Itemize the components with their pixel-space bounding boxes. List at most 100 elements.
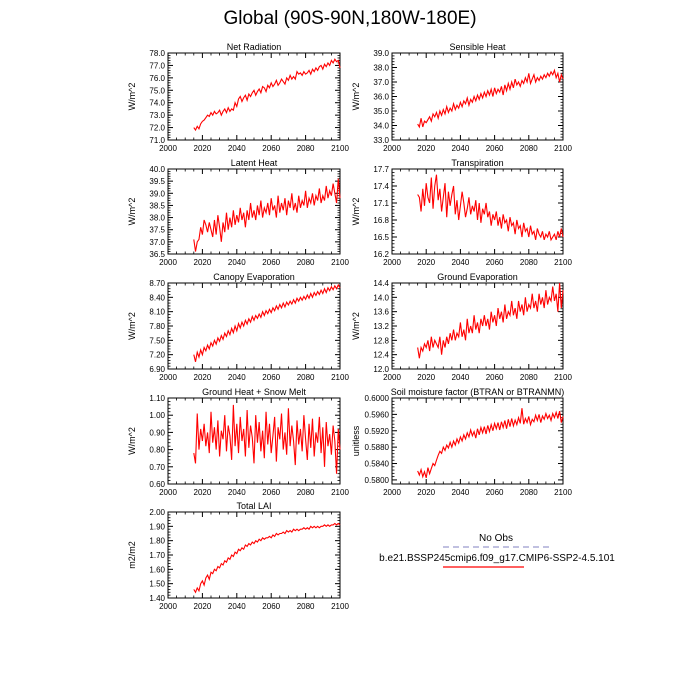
x-tick-label: 2060 bbox=[486, 488, 504, 497]
panel-title: Soil moisture factor (BTRAN or BTRANMN) bbox=[391, 387, 565, 397]
y-tick-label: 1.50 bbox=[149, 580, 165, 589]
y-tick-label: 38.0 bbox=[373, 64, 389, 73]
series-line bbox=[193, 178, 341, 252]
y-tick-label: 13.6 bbox=[373, 308, 389, 317]
y-tick-label: 39.0 bbox=[373, 49, 389, 58]
panel-title: Total LAI bbox=[236, 501, 271, 511]
y-tick-label: 0.5960 bbox=[365, 410, 390, 419]
legend: No Obs b.e21.BSSP245cmip6.f09_g17.CMIP6-S… bbox=[379, 533, 615, 568]
series-line bbox=[417, 68, 564, 129]
y-axis-label: W/m^2 bbox=[127, 198, 137, 226]
y-tick-label: 0.5840 bbox=[365, 460, 390, 469]
panel-title: Canopy Evaporation bbox=[213, 272, 295, 282]
y-tick-label: 0.5880 bbox=[365, 443, 390, 452]
y-tick-label: 16.2 bbox=[373, 250, 389, 259]
x-tick-label: 2020 bbox=[194, 488, 212, 497]
chart-transpiration: Transpiration W/m^2 2000 2020 2040 2060 2080 21… bbox=[351, 158, 572, 267]
y-tick-label: 36.5 bbox=[149, 250, 165, 259]
x-tick-label: 2100 bbox=[554, 488, 572, 497]
x-tick-label: 2060 bbox=[262, 258, 280, 267]
x-tick-label: 2020 bbox=[194, 144, 212, 153]
y-tick-label: 0.70 bbox=[149, 463, 165, 472]
panel-title: Net Radiation bbox=[227, 42, 282, 52]
series-line bbox=[193, 58, 341, 132]
legend-obs-label: No Obs bbox=[479, 533, 513, 544]
y-tick-label: 38.5 bbox=[149, 201, 165, 210]
x-tick-label: 2000 bbox=[159, 258, 177, 267]
panel-title: Transpiration bbox=[451, 158, 503, 168]
y-axis-label: W/m^2 bbox=[351, 83, 361, 111]
y-tick-label: 71.0 bbox=[149, 136, 165, 145]
y-tick-label: 6.90 bbox=[149, 365, 165, 374]
y-tick-label: 73.0 bbox=[149, 111, 165, 120]
x-tick-label: 2000 bbox=[383, 258, 401, 267]
legend-case-label: b.e21.BSSP245cmip6.f09_g17.CMIP6-SSP2-4.… bbox=[379, 553, 615, 564]
y-tick-label: 36.0 bbox=[373, 93, 389, 102]
x-tick-label: 2040 bbox=[228, 602, 246, 611]
chart-ground-evaporation: Ground Evaporation W/m^2 2000 2020 2040 2060 2… bbox=[351, 272, 572, 382]
y-tick-label: 7.20 bbox=[149, 351, 165, 360]
y-tick-label: 16.5 bbox=[373, 233, 389, 242]
y-tick-label: 33.0 bbox=[373, 136, 389, 145]
figure-title: Global (90S-90N,180W-180E) bbox=[223, 8, 477, 29]
y-axis-label: W/m^2 bbox=[351, 198, 361, 226]
y-tick-label: 8.70 bbox=[149, 279, 165, 288]
x-tick-label: 2080 bbox=[520, 373, 538, 382]
y-tick-label: 1.00 bbox=[149, 411, 165, 420]
x-tick-label: 2000 bbox=[383, 373, 401, 382]
x-tick-label: 2000 bbox=[383, 144, 401, 153]
plot-frame bbox=[167, 397, 341, 485]
y-tick-label: 0.5920 bbox=[365, 427, 390, 436]
x-tick-label: 2100 bbox=[331, 373, 349, 382]
y-tick-label: 2.00 bbox=[149, 508, 165, 517]
y-tick-label: 35.0 bbox=[373, 107, 389, 116]
panel-title: Latent Heat bbox=[231, 158, 278, 168]
x-tick-label: 2100 bbox=[554, 373, 572, 382]
x-tick-label: 2020 bbox=[417, 373, 435, 382]
x-tick-label: 2080 bbox=[297, 488, 315, 497]
x-tick-label: 2060 bbox=[486, 144, 504, 153]
x-tick-label: 2040 bbox=[228, 488, 246, 497]
x-tick-label: 2040 bbox=[452, 144, 470, 153]
x-tick-label: 2060 bbox=[262, 144, 280, 153]
y-tick-label: 72.0 bbox=[149, 124, 165, 133]
x-tick-label: 2040 bbox=[452, 488, 470, 497]
series-line bbox=[193, 283, 341, 362]
y-tick-label: 17.1 bbox=[373, 199, 389, 208]
y-tick-label: 37.0 bbox=[373, 78, 389, 87]
x-tick-label: 2040 bbox=[228, 144, 246, 153]
y-tick-label: 0.60 bbox=[149, 480, 165, 489]
panel-title: Ground Heat + Snow Melt bbox=[202, 387, 306, 397]
x-tick-label: 2080 bbox=[297, 602, 315, 611]
y-tick-label: 1.80 bbox=[149, 537, 165, 546]
y-tick-label: 39.5 bbox=[149, 177, 165, 186]
y-tick-label: 0.90 bbox=[149, 428, 165, 437]
x-tick-label: 2060 bbox=[262, 602, 280, 611]
y-tick-label: 12.8 bbox=[373, 336, 389, 345]
y-tick-label: 76.0 bbox=[149, 74, 165, 83]
y-axis-label: W/m^2 bbox=[127, 83, 137, 111]
y-tick-label: 1.70 bbox=[149, 551, 165, 560]
y-tick-label: 12.4 bbox=[373, 351, 389, 360]
x-tick-label: 2080 bbox=[297, 258, 315, 267]
panel-title: Ground Evaporation bbox=[437, 272, 518, 282]
y-axis-label: m2/m2 bbox=[127, 541, 137, 569]
y-tick-label: 13.2 bbox=[373, 322, 389, 331]
y-tick-label: 40.0 bbox=[149, 165, 165, 174]
chart-latent-heat: Latent Heat W/m^2 2000 2020 2040 2060 2080 2100… bbox=[127, 158, 349, 267]
y-tick-label: 16.8 bbox=[373, 216, 389, 225]
series-line bbox=[417, 174, 564, 242]
y-tick-label: 1.40 bbox=[149, 594, 165, 603]
x-tick-label: 2060 bbox=[262, 488, 280, 497]
x-tick-label: 2040 bbox=[452, 258, 470, 267]
x-tick-label: 2000 bbox=[159, 144, 177, 153]
y-tick-label: 7.80 bbox=[149, 322, 165, 331]
y-axis-label: W/m^2 bbox=[127, 427, 137, 455]
y-tick-label: 0.80 bbox=[149, 446, 165, 455]
panel-title: Sensible Heat bbox=[449, 42, 506, 52]
x-tick-label: 2000 bbox=[159, 602, 177, 611]
y-tick-label: 8.40 bbox=[149, 293, 165, 302]
y-tick-label: 78.0 bbox=[149, 49, 165, 58]
